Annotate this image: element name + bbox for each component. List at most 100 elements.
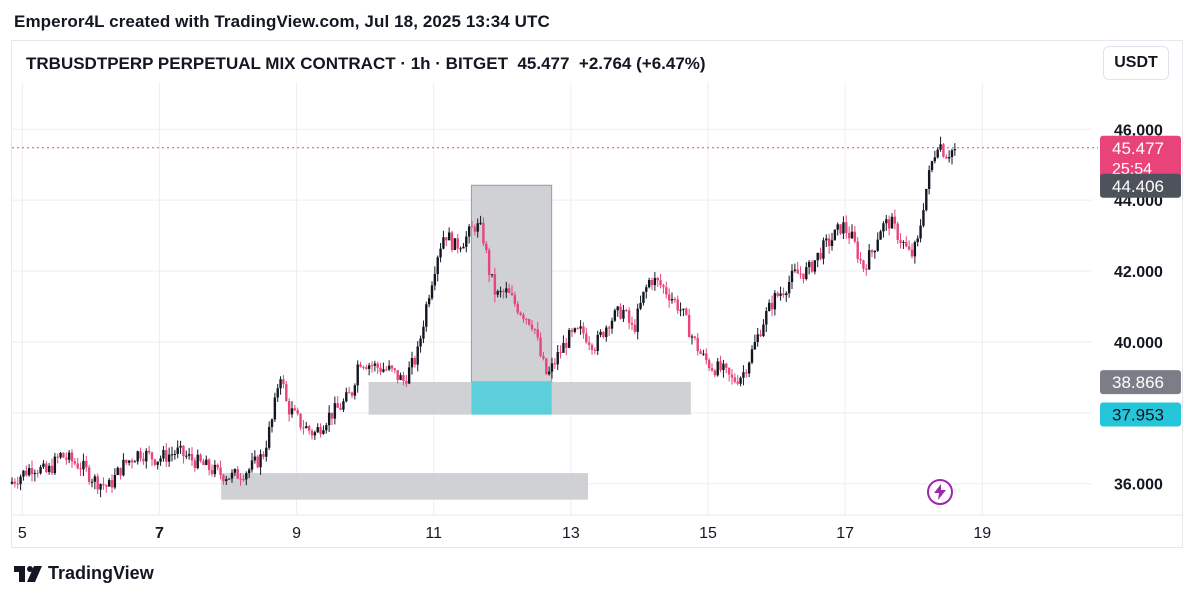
candle-body [805, 267, 808, 280]
candle-body [482, 222, 485, 244]
price-tag-label: 37.953 [1112, 406, 1164, 425]
candle-body [402, 375, 405, 381]
candle-body [405, 380, 408, 384]
candle-body [165, 450, 168, 462]
candle-body [256, 456, 259, 468]
y-tick-label: 42.000 [1114, 264, 1163, 281]
candle-body [159, 458, 162, 462]
zone-grey-tall [470, 184, 553, 383]
candle-body [253, 456, 257, 461]
candle-body [750, 349, 754, 363]
candle-body [545, 358, 548, 375]
candle-body [99, 484, 102, 490]
candle-body [670, 298, 674, 301]
candle-body [667, 294, 671, 301]
candle-body [247, 469, 251, 474]
candle-body [79, 468, 82, 470]
candle-body [873, 250, 877, 253]
candle-body [416, 346, 419, 365]
candle-body [516, 303, 519, 313]
candle-body [610, 320, 614, 329]
candle-body [759, 334, 762, 337]
candle-body [319, 427, 322, 434]
candle-body [467, 226, 471, 237]
candle-body [162, 450, 165, 459]
candle-body [927, 170, 931, 189]
candle-body [385, 369, 388, 371]
candle-body [127, 460, 131, 463]
candle-body [710, 368, 714, 371]
candle-body [827, 238, 831, 247]
candle-body [856, 241, 859, 259]
candle-body [776, 293, 779, 296]
candle-body [693, 336, 697, 338]
candle-body [807, 261, 811, 268]
candle-body [839, 224, 842, 234]
candle-body [870, 250, 874, 253]
candle-body [922, 210, 925, 226]
candle-body [373, 363, 377, 366]
candle-body [605, 327, 608, 338]
candle-body [387, 365, 391, 370]
candle-body [745, 372, 748, 374]
candle-body [179, 445, 182, 448]
candle-body [302, 427, 305, 429]
candle-body [567, 330, 571, 348]
candle-body [753, 342, 757, 350]
candle-body [407, 367, 411, 384]
candle-body [653, 277, 657, 286]
candle-body [473, 227, 477, 232]
candle-body [459, 248, 462, 250]
candle-body [267, 426, 271, 448]
candle-body [50, 465, 54, 474]
candle-body [593, 349, 597, 351]
symbol-name: TRBUSDTPERP PERPETUAL MIX CONTRACT · 1h … [26, 54, 509, 73]
candle-body [596, 334, 599, 351]
candle-body [136, 451, 139, 462]
candle-body [862, 260, 865, 269]
candle-body [290, 408, 294, 415]
candle-body [947, 157, 951, 159]
lightning-icon[interactable] [927, 479, 953, 505]
candle-body [413, 357, 417, 365]
candle-body [187, 454, 191, 456]
candle-body [242, 479, 245, 481]
candle-body [110, 480, 114, 488]
candle-body [150, 452, 154, 460]
candle-body [85, 460, 88, 468]
candle-body [25, 470, 28, 476]
candle-body [53, 456, 57, 474]
candle-body [419, 338, 422, 347]
candle-body [70, 452, 74, 462]
candle-body [736, 381, 739, 384]
candle-body [262, 454, 265, 457]
candle-body [550, 363, 554, 372]
candle-body [919, 225, 922, 239]
candle-body [582, 326, 585, 334]
price-tag-cyan [1100, 402, 1181, 427]
candle-body [513, 295, 517, 304]
candle-body [425, 304, 428, 327]
candle-body [447, 232, 451, 241]
candle-body [147, 450, 151, 453]
candle-body [236, 469, 239, 479]
candle-body [47, 465, 51, 473]
candle-body [196, 454, 199, 469]
candle-body [296, 410, 299, 414]
candle-body [559, 352, 562, 354]
x-tick-label: 17 [836, 525, 854, 542]
candle-body [190, 454, 194, 461]
candle-body [687, 314, 691, 338]
candle-body [30, 467, 34, 475]
currency-button[interactable]: USDT [1103, 46, 1169, 80]
candle-body [859, 258, 862, 261]
candle-body [953, 149, 957, 151]
candle-body [396, 370, 399, 380]
candle-body [836, 224, 839, 230]
candle-body [347, 392, 351, 394]
candle-body [602, 331, 605, 338]
candle-body [410, 357, 414, 368]
candle-body [205, 459, 208, 465]
candle-body [662, 285, 665, 288]
